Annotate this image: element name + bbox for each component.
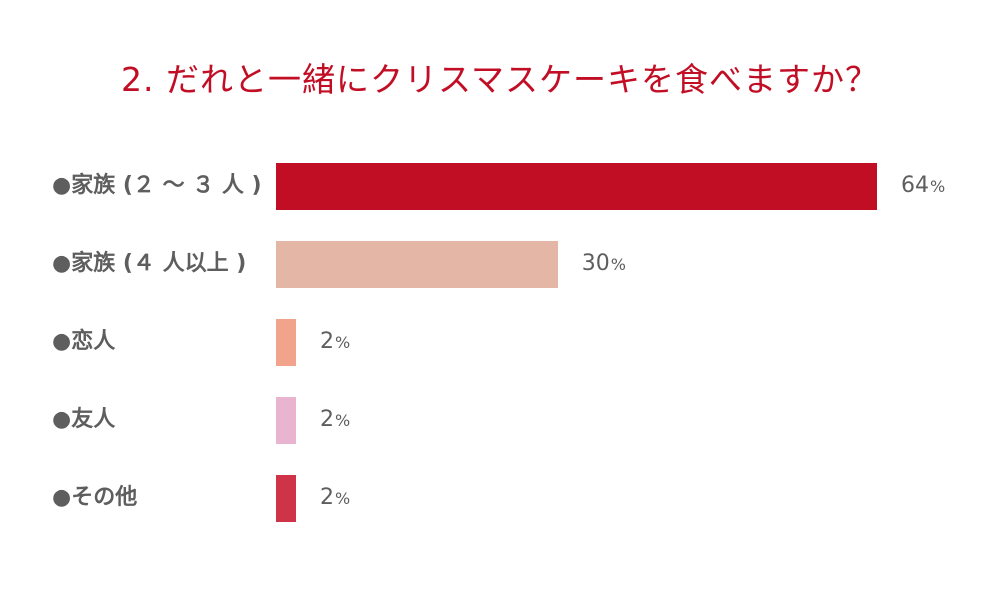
value-unit: %	[335, 411, 351, 430]
category-label: ●家族 (４ 人以上 )	[52, 249, 246, 279]
category-label: ●家族 (２ ～ ３ 人 )	[52, 171, 262, 201]
value-number: 2	[320, 329, 334, 354]
value-unit: %	[610, 255, 626, 274]
value-number: 2	[320, 407, 334, 432]
category-label-text: ●恋人	[52, 329, 116, 354]
value-unit: %	[335, 489, 351, 508]
category-label-text: ●友人	[52, 407, 116, 432]
value-label: 2%	[320, 327, 350, 357]
value-label: 30%	[582, 249, 626, 279]
bar	[276, 318, 296, 366]
value-label: 64%	[901, 171, 945, 201]
category-label-text: ●家族 (４ 人以上 )	[52, 251, 247, 276]
bar	[276, 240, 558, 288]
value-unit: %	[335, 333, 351, 352]
category-label-text: ●その他	[52, 485, 138, 510]
value-label: 2%	[320, 405, 350, 435]
value-number: 30	[581, 251, 610, 276]
category-label: ●友人	[52, 405, 115, 435]
category-label-text: ●家族 (２ ～ ３ 人 )	[52, 173, 262, 198]
value-number: 2	[320, 485, 334, 510]
value-number: 64	[901, 173, 929, 198]
value-label: 2%	[320, 483, 350, 513]
bar	[276, 474, 296, 522]
bar	[276, 396, 296, 444]
chart-title: 2. だれと一緒にクリスマスケーキを食べますか？	[121, 60, 879, 99]
bar	[276, 162, 877, 210]
category-label: ●恋人	[52, 327, 115, 357]
value-unit: %	[930, 177, 946, 196]
category-label: ●その他	[52, 483, 137, 513]
